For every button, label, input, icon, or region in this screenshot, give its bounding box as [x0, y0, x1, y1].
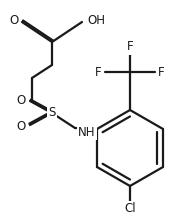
- Text: NH: NH: [78, 125, 96, 138]
- Text: O: O: [10, 14, 19, 27]
- Text: O: O: [17, 119, 26, 132]
- Text: Cl: Cl: [124, 203, 136, 216]
- Text: F: F: [127, 41, 133, 54]
- Text: F: F: [95, 65, 102, 78]
- Text: O: O: [17, 94, 26, 106]
- Text: OH: OH: [87, 14, 105, 27]
- Text: F: F: [158, 65, 165, 78]
- Text: S: S: [48, 106, 56, 119]
